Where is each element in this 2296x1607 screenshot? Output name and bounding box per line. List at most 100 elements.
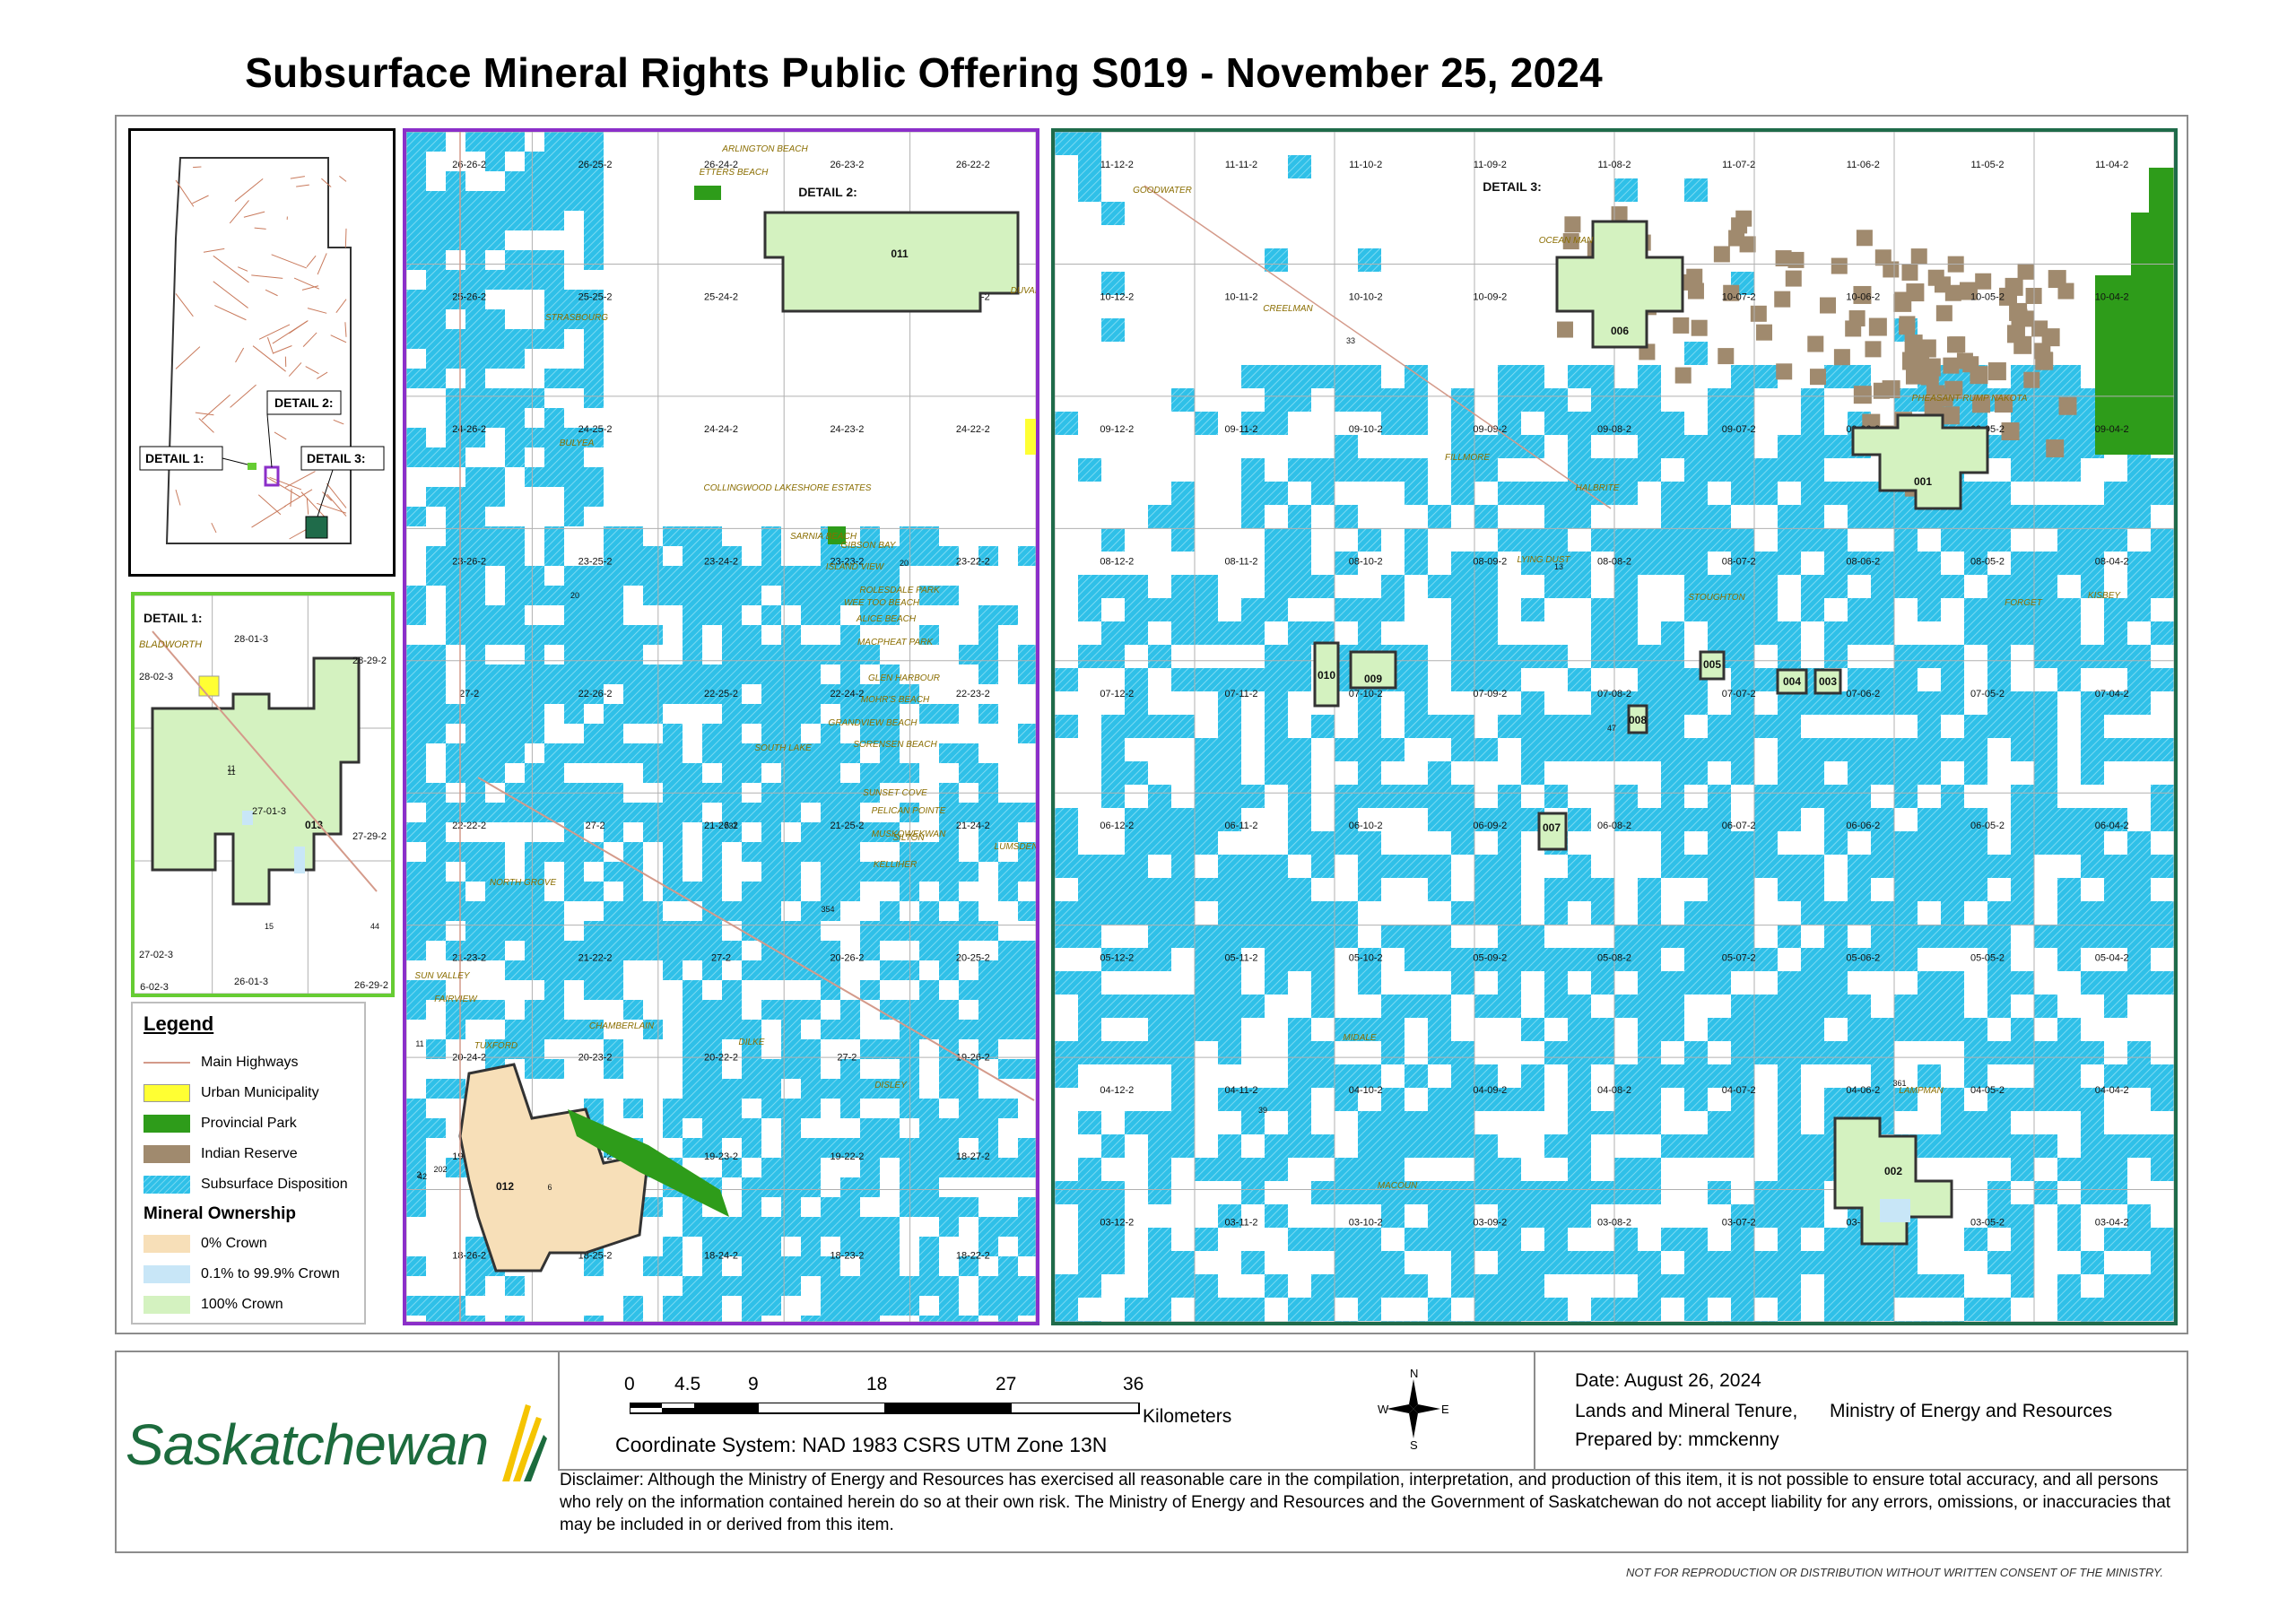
parcel-number: 012 <box>496 1180 514 1193</box>
township-label: 26-25-2 <box>578 160 613 170</box>
township-label: 08-06-2 <box>1846 556 1880 567</box>
highway-shield: 44 <box>370 922 379 931</box>
offering-parcel <box>458 1063 650 1273</box>
place-name: MUSKOWEKWAN <box>872 830 946 839</box>
parcel-number: 002 <box>1884 1165 1902 1177</box>
detail1-heading: DETAIL 1: <box>144 611 203 625</box>
township-label: 11-07-2 <box>1722 160 1755 170</box>
detail2-callout <box>266 390 342 415</box>
township-label: 18-26-2 <box>452 1250 486 1261</box>
detail1-callout-label: DETAIL 1: <box>145 451 204 465</box>
township-label: 20-26-2 <box>830 953 864 964</box>
overview-map-frame: DETAIL 2: DETAIL 1: DETAIL 3: <box>128 128 396 577</box>
township-label: 08-05-2 <box>1970 556 2005 567</box>
township-label: 18-27-2 <box>956 1151 990 1162</box>
township-label: 23-22-2 <box>956 556 990 567</box>
parcel-number: 003 <box>1819 675 1837 688</box>
legend-title: Legend <box>144 1012 214 1035</box>
township-label: 26-01-3 <box>234 977 268 987</box>
township-label: 23-25-2 <box>578 556 613 567</box>
highway-shield: 354 <box>821 905 834 914</box>
highway-shield: 42 <box>418 1172 427 1181</box>
detail3-callout-label: DETAIL 3: <box>307 451 366 465</box>
township-label: 24-22-2 <box>956 424 990 435</box>
township-label: 20-22-2 <box>704 1052 738 1063</box>
main-highway <box>1144 185 1612 509</box>
township-label: 23-26-2 <box>452 556 486 567</box>
township-label: 03-08-2 <box>1597 1218 1631 1229</box>
township-label: 23-23-2 <box>830 556 864 567</box>
township-label: 25-26-2 <box>452 291 486 302</box>
highway-shield: 731 <box>724 821 737 830</box>
township-label: 27-2 <box>459 689 479 699</box>
scale-bar: 0 4.5 9 18 27 36 Kilometers Coordinate S… <box>615 1370 1256 1460</box>
offering-parcel <box>1555 220 1684 349</box>
township-label: 07-08-2 <box>1597 689 1631 699</box>
township-label: 06-06-2 <box>1846 821 1880 831</box>
township-label: 10-12-2 <box>1100 291 1134 302</box>
parcel-number: 005 <box>1703 658 1721 671</box>
township-label: 03-10-2 <box>1349 1218 1383 1229</box>
township-label: 11-09-2 <box>1474 160 1507 170</box>
township-label: 08-12-2 <box>1100 556 1134 567</box>
highway-shield: 2 <box>416 1170 421 1179</box>
township-label: 24-26-2 <box>452 424 486 435</box>
township-label: 18-23-2 <box>830 1250 864 1261</box>
township-label: 05-07-2 <box>1722 953 1756 964</box>
township-label: 08-04-2 <box>2095 556 2129 567</box>
place-name: GLEN HARBOUR <box>868 673 940 683</box>
township-label: 03-04-2 <box>2095 1218 2129 1229</box>
township-label: 06-09-2 <box>1473 821 1507 831</box>
place-name: STRASBOURG <box>545 313 608 323</box>
township-label: 07-10-2 <box>1349 689 1383 699</box>
township-label: 27-2 <box>837 1052 857 1063</box>
township-label: 21-22-2 <box>578 953 613 964</box>
township-label: 22-24-2 <box>830 689 864 699</box>
township-label: 22-23-2 <box>956 689 990 699</box>
place-name: BLADWORTH <box>139 639 202 650</box>
highway-shield: 47 <box>1607 724 1616 733</box>
township-label: 21-25-2 <box>830 821 864 831</box>
footer-divider-horizontal <box>558 1469 2188 1471</box>
township-label: 27-2 <box>586 821 605 831</box>
parcel-number: 013 <box>305 819 323 831</box>
township-label: 28-02-3 <box>139 672 173 682</box>
township-label: 04-11-2 <box>1224 1085 1257 1096</box>
wheat-logo-icon <box>502 1404 547 1481</box>
place-name: FILLMORE <box>1445 453 1490 463</box>
township-label: 10-10-2 <box>1349 291 1383 302</box>
highway-shield: 39 <box>1258 1106 1267 1115</box>
parcel-number: 010 <box>1318 669 1335 682</box>
township-label: 20-23-2 <box>578 1052 613 1063</box>
township-label: 21-23-2 <box>452 953 486 964</box>
place-name: SUN VALLEY <box>414 971 470 981</box>
map-ministry: Ministry of Energy and Resources <box>1830 1401 2113 1421</box>
township-label: 27-2 <box>711 953 731 964</box>
place-name: DISLEY <box>874 1081 908 1090</box>
township-label: 07-11-2 <box>1224 689 1257 699</box>
detail2-callout-label: DETAIL 2: <box>274 395 334 410</box>
place-name: SARNIA BEACH <box>790 532 857 542</box>
township-label: 10-11-2 <box>1224 291 1257 302</box>
township-label: 06-05-2 <box>1970 821 2005 831</box>
scale-tick-0: 0 <box>624 1374 635 1394</box>
scale-tick-5: 36 <box>1123 1374 1144 1394</box>
subsurface-dispositions <box>406 132 1036 1322</box>
place-name: WEE TOO BEACH <box>844 598 920 608</box>
saskatchewan-logo: Saskatchewan <box>126 1404 547 1483</box>
offering-parcel <box>1833 1116 1953 1246</box>
township-label: 11-08-2 <box>1597 160 1631 170</box>
township-label: 22-26-2 <box>578 689 613 699</box>
township-label: 27-02-3 <box>139 950 173 960</box>
place-name: SOUTH LAKE <box>754 743 812 753</box>
svg-text:E: E <box>1441 1403 1449 1416</box>
township-label: 28-01-3 <box>234 634 268 645</box>
offering-parcel <box>1776 668 1808 695</box>
township-label: 05-06-2 <box>1846 953 1880 964</box>
township-label: 04-06-2 <box>1846 1085 1880 1096</box>
township-label: 19-22-2 <box>830 1151 864 1162</box>
township-label: 10-05-2 <box>1970 291 2005 302</box>
parcel-number: 006 <box>1611 325 1629 337</box>
township-label: 05-05-2 <box>1970 953 2005 964</box>
township-label: 04-05-2 <box>1970 1085 2005 1096</box>
